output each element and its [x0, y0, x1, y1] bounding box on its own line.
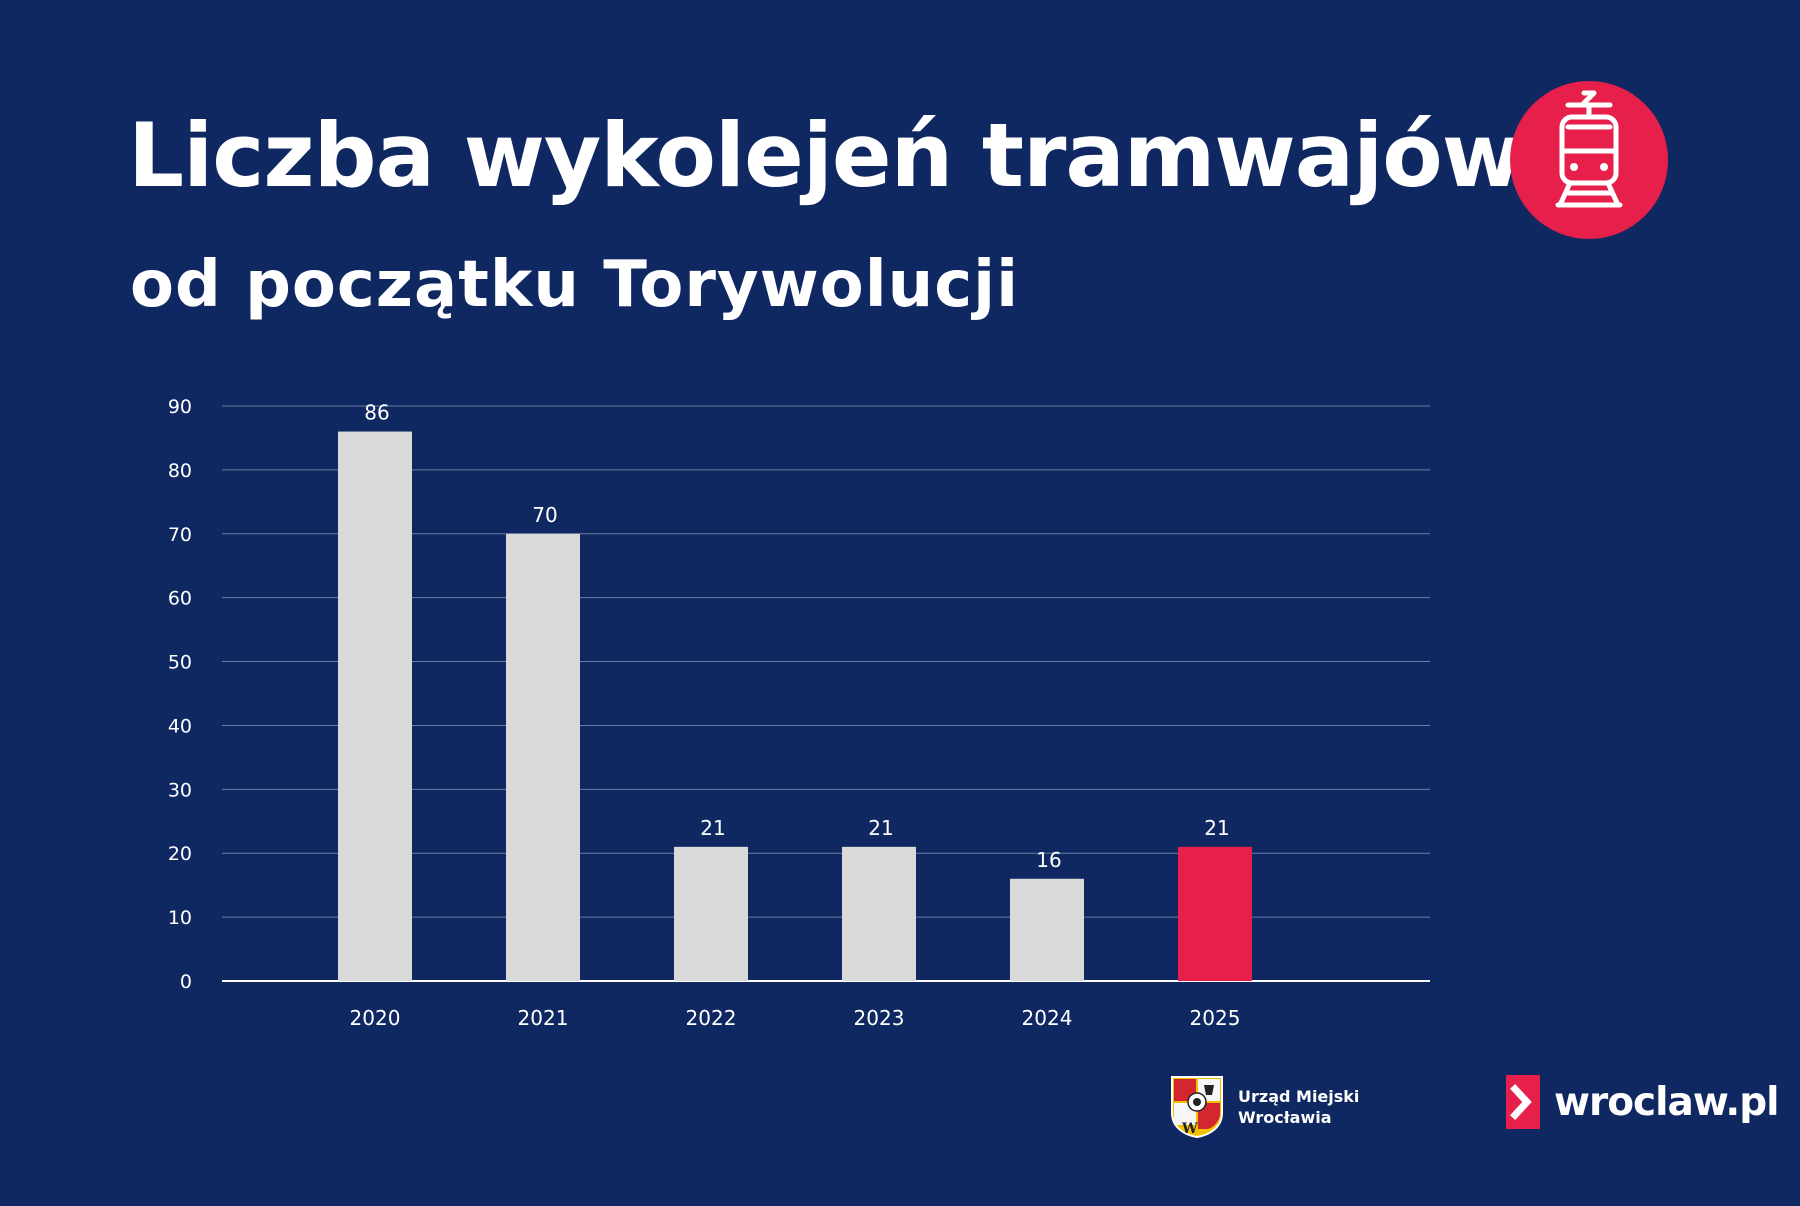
y-tick-label: 0	[180, 971, 192, 993]
data-label: 21	[868, 816, 893, 840]
x-tick-label: 2023	[854, 1006, 905, 1030]
city-hall-line1: Urząd Miejski	[1238, 1087, 1360, 1106]
coat-of-arms-icon: W	[1171, 1076, 1223, 1139]
bar-2021	[506, 533, 580, 981]
page-subtitle: od początku Torywolucji	[130, 248, 1020, 322]
data-label: 21	[1204, 816, 1229, 840]
x-tick-label: 2021	[518, 1006, 569, 1030]
bar-2024	[1010, 878, 1084, 981]
x-tick-label: 2024	[1022, 1006, 1073, 1030]
y-tick-label: 40	[168, 715, 192, 737]
x-tick-label: 2025	[1190, 1006, 1241, 1030]
data-label: 16	[1036, 848, 1061, 872]
data-label: 21	[700, 816, 725, 840]
y-tick-label: 80	[168, 460, 192, 482]
y-tick-label: 10	[168, 907, 192, 929]
site-name: wroclaw.pl	[1554, 1079, 1779, 1125]
city-hall-line2: Wrocławia	[1238, 1108, 1332, 1127]
bar-2022	[674, 846, 748, 981]
data-label: 70	[532, 503, 557, 527]
city-hall-logo: W Urząd Miejski Wrocławia	[1170, 1075, 1359, 1139]
data-label: 86	[364, 401, 389, 425]
y-tick-label: 30	[168, 779, 192, 801]
y-tick-label: 20	[168, 843, 192, 865]
x-tick-label: 2020	[350, 1006, 401, 1030]
x-tick-label: 2022	[686, 1006, 737, 1030]
y-tick-label: 70	[168, 524, 192, 546]
bar-2023	[842, 846, 916, 981]
chevron-right-icon	[1506, 1075, 1540, 1129]
wroclaw-pl-logo[interactable]: wroclaw.pl	[1506, 1075, 1779, 1129]
tram-icon	[1510, 81, 1668, 239]
svg-text:W: W	[1181, 1121, 1198, 1137]
bar-2025	[1178, 846, 1252, 981]
y-tick-label: 60	[168, 588, 192, 610]
y-tick-label: 50	[168, 652, 192, 674]
bar-2020	[338, 431, 412, 981]
y-tick-label: 90	[168, 396, 192, 418]
page-title: Liczba wykolejeń tramwajów	[128, 104, 1523, 207]
